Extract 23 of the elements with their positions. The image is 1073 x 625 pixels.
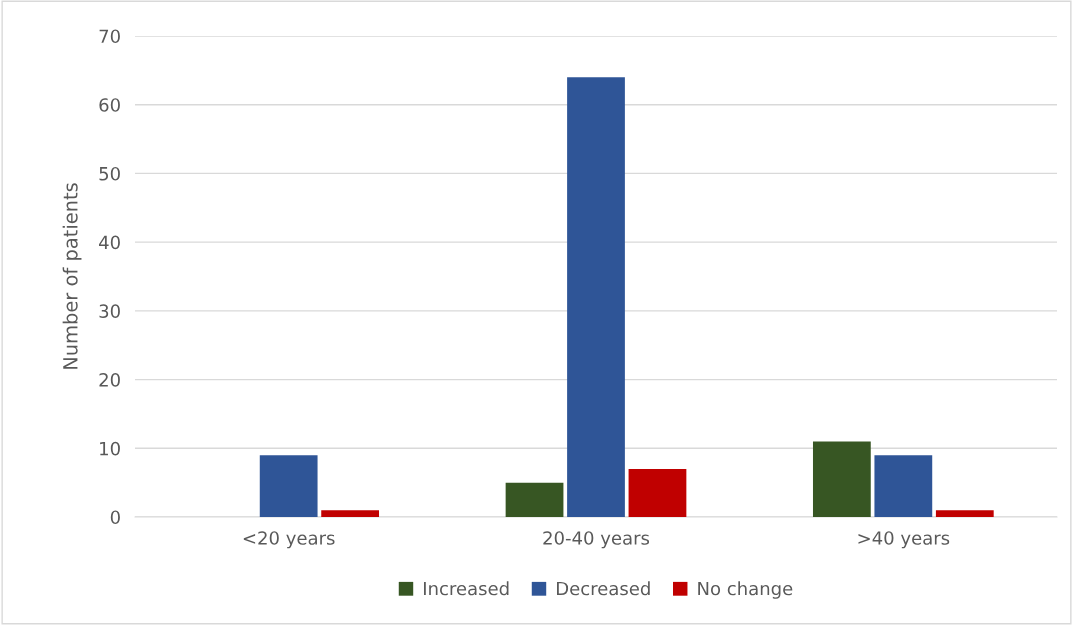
- bar: [935, 510, 994, 517]
- legend-label: Increased: [424, 581, 509, 596]
- y-tick-label: 70: [99, 29, 120, 44]
- x-tick-label: >40 years: [858, 531, 950, 549]
- y-tick-label: 60: [99, 98, 120, 112]
- y-tick-label: 40: [99, 235, 120, 250]
- legend-label: No change: [698, 581, 793, 599]
- bar: [874, 455, 933, 517]
- bar: [567, 77, 625, 517]
- bar: [812, 441, 871, 517]
- y-tick-label: 20: [99, 373, 120, 387]
- y-tick-label: 30: [99, 304, 120, 318]
- x-tick-label: <20 years: [243, 531, 335, 549]
- legend-label: Decreased: [557, 581, 650, 596]
- bar: [259, 455, 318, 517]
- y-tick-label: 0: [110, 510, 120, 525]
- x-tick-label: 20-40 years: [543, 531, 650, 549]
- y-axis-title: Number of patients: [62, 183, 82, 369]
- bar: [505, 482, 564, 517]
- y-tick-label: 50: [99, 166, 120, 181]
- bar: [628, 468, 687, 517]
- bar: [321, 510, 380, 517]
- y-tick-label: 10: [100, 441, 120, 456]
